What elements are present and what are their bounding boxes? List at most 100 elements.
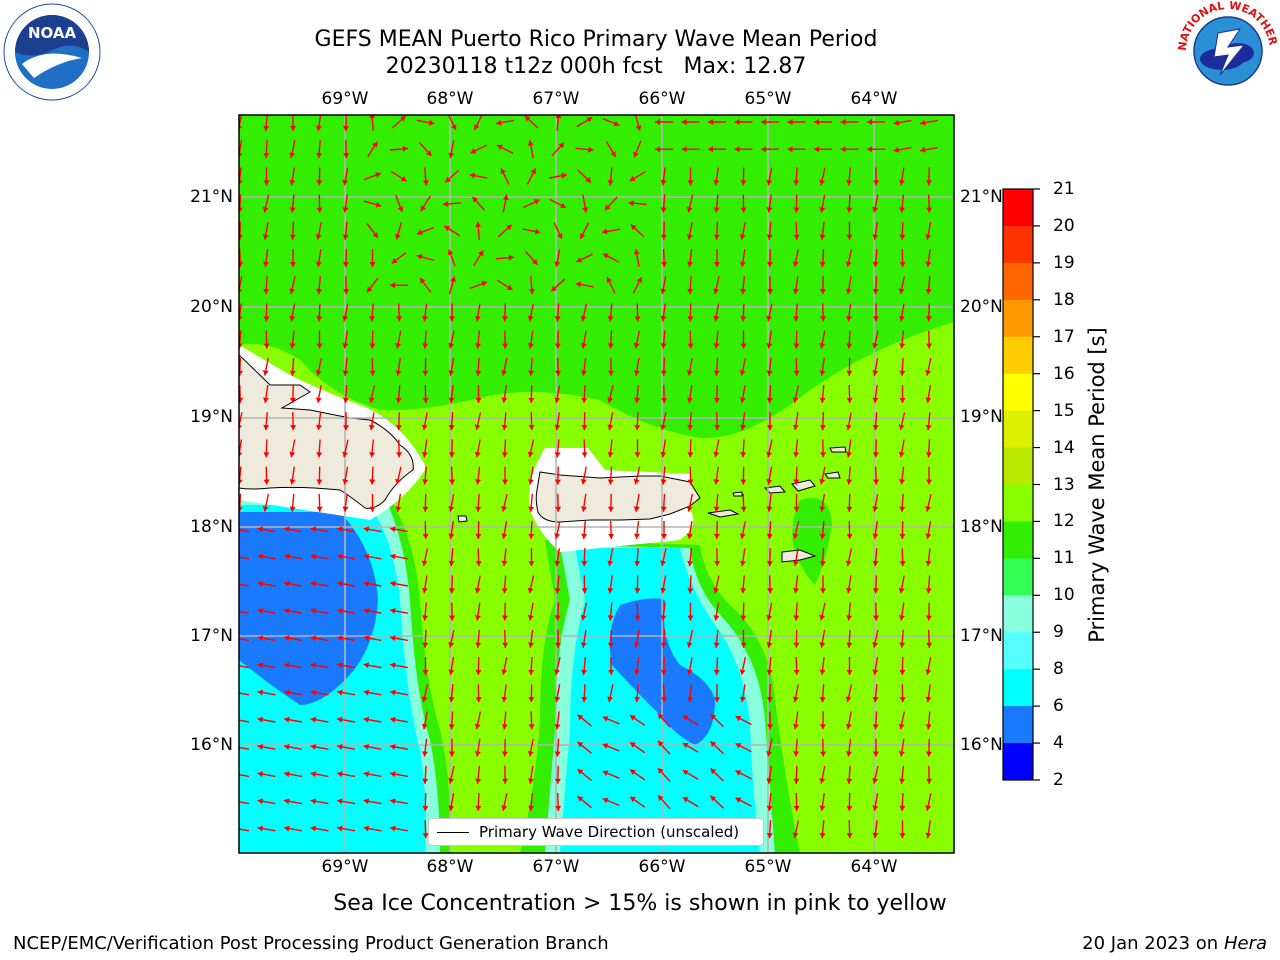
wave-arrow-head [315,234,322,240]
wave-arrow-head [792,533,799,539]
wave-arrow-head [713,615,720,621]
wave-arrow-head [740,615,747,621]
wave-arrow-head [714,425,721,431]
wave-arrow-head [792,424,799,431]
wave-arrow-head [474,751,481,757]
wave-arrow-head [257,580,264,587]
wave-arrow-head [820,316,827,322]
wave-arrow-head [502,194,509,201]
wave-arrow-head [634,425,641,431]
wave-arrow [239,665,250,669]
wave-arrow-head [469,172,476,179]
wave-arrow-head [231,662,237,668]
wave-arrow-head [710,714,717,720]
wave-arrow-head [899,261,906,267]
mona-island [457,515,468,523]
wave-arrow-head [239,153,243,158]
wave-arrow-head [342,207,349,213]
wave-arrow-head [846,642,853,648]
wave-arrow-head [661,534,667,539]
wave-arrow-head [925,615,932,621]
footer-date-text: 20 Jan 2023 on [1082,933,1219,954]
wave-arrow-head [845,424,852,430]
wave-arrow [239,828,250,832]
wave-arrow-head [766,833,773,839]
colorbar-tick-label: 18 [1053,289,1075,310]
wave-arrow-head [687,397,693,403]
wave-arrow [239,746,250,750]
wave-arrow-head [580,614,587,621]
lon-label-top: 64°W [850,89,898,109]
wave-arrow-head [899,479,905,485]
wave-arrow-head [289,343,296,349]
wave-arrow-head [628,200,634,207]
wave-arrow-head [263,180,270,186]
wave-arrow-head [422,778,429,784]
wave-arrow-head [448,397,455,403]
wave-arrow-head [475,479,481,485]
wave-arrow-head [422,316,428,322]
wave-arrow-head [926,207,933,213]
wave-arrow-head [740,452,747,458]
wave-arrow-head [607,452,614,458]
wave-arrow-head [630,224,637,231]
wave-arrow-head [428,119,435,126]
wave-arrow-head [474,424,481,430]
wave-arrow-head [263,316,270,322]
wave-arrow-head [819,669,826,675]
wave-arrow-head [561,172,567,179]
wave-arrow-head [840,146,846,153]
wave-arrow-head [390,526,396,533]
wave-arrow-head [554,588,561,594]
wave-arrow-head [660,343,667,349]
wave-arrow-head [872,397,879,403]
wave-arrow-head [846,370,853,376]
wave-arrow-head [530,168,536,175]
wave-arrow-head [607,424,614,431]
wave-arrow-head [337,580,343,587]
wave-arrow-head [634,316,641,322]
wave-arrow-head [231,717,237,723]
wave-arrow-head [845,288,852,295]
wave-arrow-head [925,805,932,811]
wave-arrow-head [660,180,667,186]
wave-arrow-head [925,452,932,458]
wave-arrow-head [873,316,879,322]
wave-arrow-head [231,690,237,696]
wave-arrow-head [475,221,482,228]
wave-arrow-head [554,479,561,485]
wave-arrow-head [451,124,457,131]
wave-arrow-head [607,479,614,485]
wave-arrow-head [581,588,588,594]
wave-arrow-head [263,343,270,349]
wave-arrow-head [284,716,290,723]
wave-arrow-head [310,580,317,587]
wave-arrow-head [687,316,694,322]
grid-lines [239,115,954,853]
wave-arrow-head [793,506,800,512]
wave-arrow-head [713,533,720,539]
wave-arrow-head [448,560,455,567]
wave-arrow-head [342,506,349,512]
wave-arrow-head [819,289,826,295]
wave-arrow-head [396,316,403,322]
wave-arrow-head [713,397,720,403]
wave-arrow-head [581,397,588,403]
wave-arrow-head [257,744,264,750]
wave-arrow-head [766,179,773,186]
wave-arrow-head [793,316,800,322]
wave-arrow-head [450,276,456,283]
wave-arrow-head [607,180,614,186]
wave-arrow-head [925,261,932,267]
wave-arrow-head [290,425,297,431]
wave-arrow-head [682,770,689,776]
wave-arrow-head [310,744,317,750]
wave-arrow-head [257,662,264,669]
wave-arrow-head [767,289,774,295]
wave-arrow-head [363,608,370,614]
wave-arrow-head [390,635,396,642]
wave-arrow-head [239,479,243,485]
wave-arrow-head [767,724,774,730]
wave-arrow-head [502,778,509,784]
